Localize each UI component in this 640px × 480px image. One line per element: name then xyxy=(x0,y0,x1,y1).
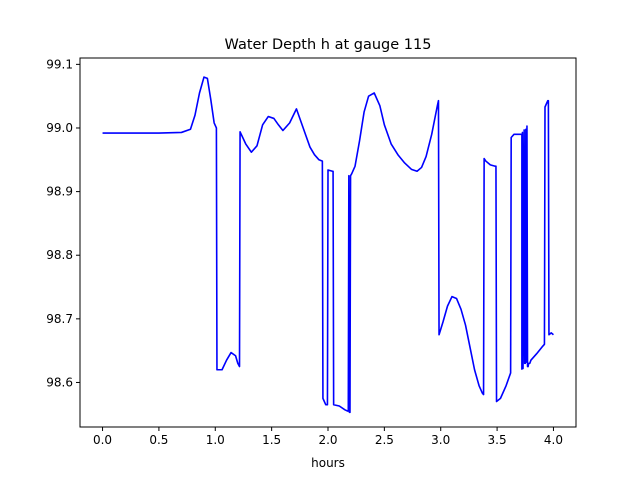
chart-title: Water Depth h at gauge 115 xyxy=(225,37,432,53)
y-tick-label: 98.7 xyxy=(46,312,73,326)
x-tick-label: 0.0 xyxy=(93,433,112,447)
y-tick-label: 99.1 xyxy=(46,57,73,71)
x-tick-label: 1.5 xyxy=(262,433,281,447)
x-tick-label: 3.0 xyxy=(431,433,450,447)
x-tick-label: 3.5 xyxy=(488,433,507,447)
x-tick-label: 2.5 xyxy=(375,433,394,447)
x-tick-label: 2.0 xyxy=(318,433,337,447)
x-axis-label: hours xyxy=(311,456,345,470)
x-axis: 0.0 0.5 1.0 1.5 2.0 2.5 3.0 3.5 4.0 xyxy=(93,427,563,447)
plot-area xyxy=(79,57,577,428)
y-tick-label: 99.0 xyxy=(46,121,73,135)
y-tick-label: 98.8 xyxy=(46,248,73,262)
y-tick-label: 98.6 xyxy=(46,375,73,389)
x-tick-label: 4.0 xyxy=(544,433,563,447)
series-line-1 xyxy=(102,76,554,414)
y-axis: 98.6 98.7 98.8 98.9 99.0 99.1 xyxy=(46,57,80,389)
x-tick-label: 1.0 xyxy=(206,433,225,447)
y-tick-label: 98.9 xyxy=(46,185,73,199)
x-tick-label: 0.5 xyxy=(149,433,168,447)
